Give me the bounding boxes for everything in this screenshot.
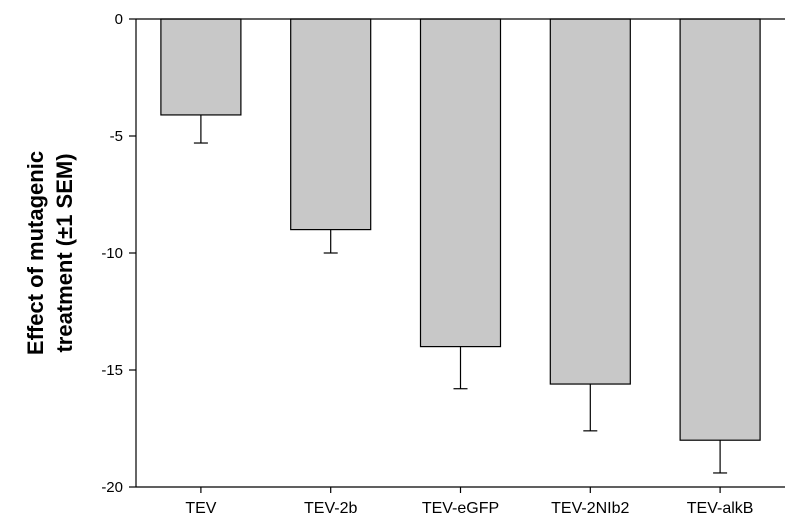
y-tick-label-0: 0 [115,11,123,28]
x-tick-label-3: TEV-2NIb2 [551,500,629,517]
x-tick-label-2: TEV-eGFP [422,500,499,517]
x-tick-label-0: TEV [185,500,216,517]
x-tick-label-1: TEV-2b [304,500,357,517]
error-bars [193,114,728,474]
y-tick-label-3: -15 [101,362,123,379]
y-axis-title-rotated: Effect of mutagenic treatment (±1 SEM) [23,151,77,355]
y-axis-title-line-1: treatment (±1 SEM) [52,153,77,352]
x-tick-label-4: TEV-alkB [687,500,754,517]
bar-2 [419,18,502,348]
y-axis-title-line-0: Effect of mutagenic [23,151,48,355]
y-tick-label-1: -5 [110,128,123,145]
y-ticks: 0 -5 -10 -15 -20 [101,11,136,496]
bar-1 [290,18,372,231]
bar-4 [679,18,761,441]
y-tick-label-2: -10 [101,245,123,262]
y-axis-title: Effect of mutagenic treatment (±1 SEM) [23,151,77,355]
bar-3 [549,18,631,385]
y-tick-label-4: -20 [101,479,123,496]
x-tick-labels: TEV TEV-2b TEV-eGFP TEV-2NIb2 TEV-alkB [185,487,753,517]
bar-0 [160,18,242,116]
